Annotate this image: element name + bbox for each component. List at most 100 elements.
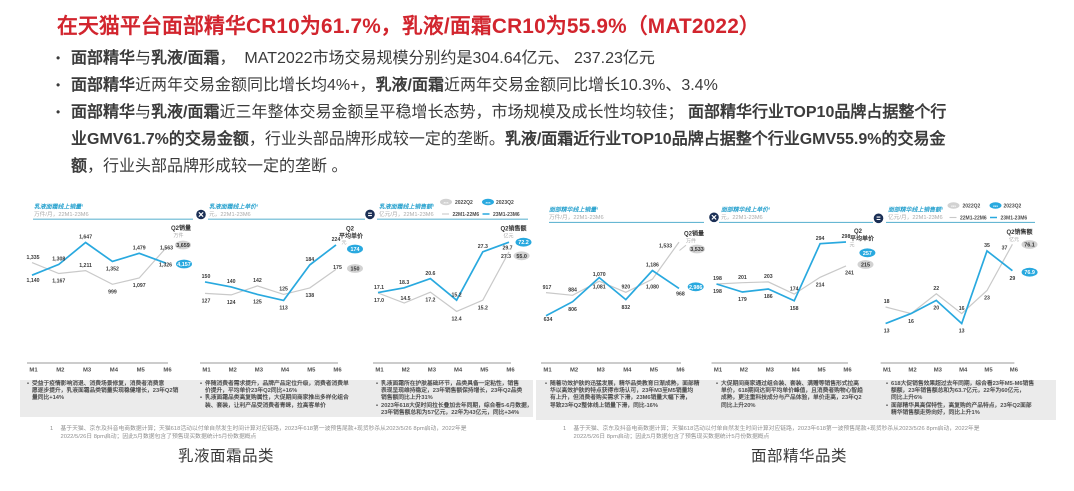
svg-text:18: 18 xyxy=(884,299,890,305)
svg-text:M4: M4 xyxy=(281,367,290,373)
svg-text:16: 16 xyxy=(908,319,914,325)
svg-text:1,533: 1,533 xyxy=(659,243,672,249)
svg-text:2022Q2: 2022Q2 xyxy=(455,200,473,206)
svg-text:M6: M6 xyxy=(843,367,852,373)
svg-text:203: 203 xyxy=(764,274,773,280)
svg-text:1,479: 1,479 xyxy=(133,246,146,252)
svg-text:Q2: Q2 xyxy=(346,227,355,233)
svg-text:150: 150 xyxy=(202,274,211,280)
svg-text:M6: M6 xyxy=(333,367,342,373)
svg-text:M2: M2 xyxy=(570,367,579,373)
svg-text:174: 174 xyxy=(351,247,360,253)
svg-text:257: 257 xyxy=(863,251,872,257)
svg-text:M4: M4 xyxy=(110,367,119,373)
svg-text:125: 125 xyxy=(253,300,262,306)
svg-text:224: 224 xyxy=(332,237,341,243)
svg-text:186: 186 xyxy=(764,294,773,300)
svg-text:215: 215 xyxy=(861,263,870,269)
svg-text:158: 158 xyxy=(790,306,799,312)
svg-text:184: 184 xyxy=(305,257,314,263)
svg-text:23: 23 xyxy=(984,296,990,302)
svg-text:M1: M1 xyxy=(29,367,38,373)
svg-text:35: 35 xyxy=(984,243,990,249)
svg-text:平均单价: 平均单价 xyxy=(339,232,364,240)
svg-text:1,647: 1,647 xyxy=(79,235,92,241)
svg-text:832: 832 xyxy=(621,305,630,311)
svg-text:20: 20 xyxy=(933,306,939,312)
svg-text:1,070: 1,070 xyxy=(593,272,606,278)
svg-text:M6: M6 xyxy=(506,367,515,373)
svg-text:142: 142 xyxy=(253,278,262,284)
svg-text:元，22M1-23M6: 元，22M1-23M6 xyxy=(209,211,251,218)
svg-text:M2: M2 xyxy=(56,367,65,373)
svg-text:M3: M3 xyxy=(428,367,437,373)
svg-text:2023Q2: 2023Q2 xyxy=(496,200,514,206)
svg-text:12.4: 12.4 xyxy=(452,317,462,323)
svg-text:面部精华线上销售额¹: 面部精华线上销售额¹ xyxy=(888,206,943,214)
svg-text:M5: M5 xyxy=(984,367,993,373)
svg-text:241: 241 xyxy=(845,270,854,276)
svg-text:917: 917 xyxy=(543,285,552,291)
svg-text:1,335: 1,335 xyxy=(27,255,40,261)
svg-text:元: 元 xyxy=(849,243,854,249)
svg-text:面部精华线上单价¹: 面部精华线上单价¹ xyxy=(721,206,770,214)
svg-text:15.2: 15.2 xyxy=(452,292,462,298)
svg-text:2,986: 2,986 xyxy=(689,285,703,291)
svg-text:23M1-23M6: 23M1-23M6 xyxy=(1001,216,1028,222)
svg-text:1,081: 1,081 xyxy=(593,284,606,290)
svg-text:806: 806 xyxy=(568,307,577,313)
svg-text:元: 元 xyxy=(341,240,346,246)
svg-text:14.5: 14.5 xyxy=(400,296,410,302)
svg-text:M5: M5 xyxy=(650,367,659,373)
svg-text:298: 298 xyxy=(842,234,851,240)
svg-text:万件: 万件 xyxy=(173,232,183,239)
svg-text:150: 150 xyxy=(351,267,360,273)
svg-text:13: 13 xyxy=(884,329,890,335)
svg-text:M3: M3 xyxy=(83,367,92,373)
svg-text:1,097: 1,097 xyxy=(133,283,146,289)
svg-text:634: 634 xyxy=(544,317,553,323)
svg-text:亿元: 亿元 xyxy=(1009,236,1019,243)
svg-text:M3: M3 xyxy=(597,367,606,373)
svg-text:M6: M6 xyxy=(676,367,685,373)
svg-text:999: 999 xyxy=(108,290,117,296)
svg-text:M4: M4 xyxy=(959,367,968,373)
svg-text:xxx: xxx xyxy=(485,200,490,204)
svg-text:M1: M1 xyxy=(202,367,211,373)
svg-text:29: 29 xyxy=(1010,276,1016,282)
svg-text:198: 198 xyxy=(713,276,722,282)
svg-text:55.0: 55.0 xyxy=(516,254,527,260)
svg-text:201: 201 xyxy=(738,275,747,281)
svg-text:2023Q2: 2023Q2 xyxy=(1004,204,1022,210)
svg-text:175: 175 xyxy=(333,265,342,271)
svg-text:3,659: 3,659 xyxy=(176,243,190,249)
svg-text:76.9: 76.9 xyxy=(1024,270,1035,276)
svg-text:M1: M1 xyxy=(375,367,384,373)
svg-text:亿元/月，22M1-23M6: 亿元/月，22M1-23M6 xyxy=(888,213,943,221)
svg-text:968: 968 xyxy=(676,292,685,298)
svg-text:Q2销量: Q2销量 xyxy=(684,230,704,238)
svg-text:174: 174 xyxy=(790,286,799,292)
svg-text:16: 16 xyxy=(959,306,965,312)
svg-text:乳液面霜线上销量¹: 乳液面霜线上销量¹ xyxy=(34,203,83,211)
svg-text:18.3: 18.3 xyxy=(399,280,409,286)
svg-text:M2: M2 xyxy=(908,367,917,373)
svg-text:76.1: 76.1 xyxy=(1024,243,1035,249)
svg-text:1,563: 1,563 xyxy=(160,245,173,251)
svg-text:1,308: 1,308 xyxy=(52,257,65,263)
svg-text:Q2销售额: Q2销售额 xyxy=(500,225,526,233)
svg-text:M5: M5 xyxy=(137,367,146,373)
svg-text:17.0: 17.0 xyxy=(374,298,384,304)
svg-text:M6: M6 xyxy=(1010,367,1019,373)
svg-text:4,157: 4,157 xyxy=(177,262,191,268)
svg-text:3,533: 3,533 xyxy=(690,247,704,253)
svg-text:Q2销售额: Q2销售额 xyxy=(1006,228,1032,236)
svg-text:Q2: Q2 xyxy=(854,229,863,235)
svg-text:M1: M1 xyxy=(543,367,552,373)
svg-text:乳液面霜线上销售额¹: 乳液面霜线上销售额¹ xyxy=(379,203,434,211)
svg-text:M3: M3 xyxy=(766,367,775,373)
svg-text:294: 294 xyxy=(816,236,825,242)
svg-text:140: 140 xyxy=(227,279,236,285)
svg-text:22M1-22M6: 22M1-22M6 xyxy=(960,216,987,222)
svg-text:27.3: 27.3 xyxy=(478,244,488,250)
